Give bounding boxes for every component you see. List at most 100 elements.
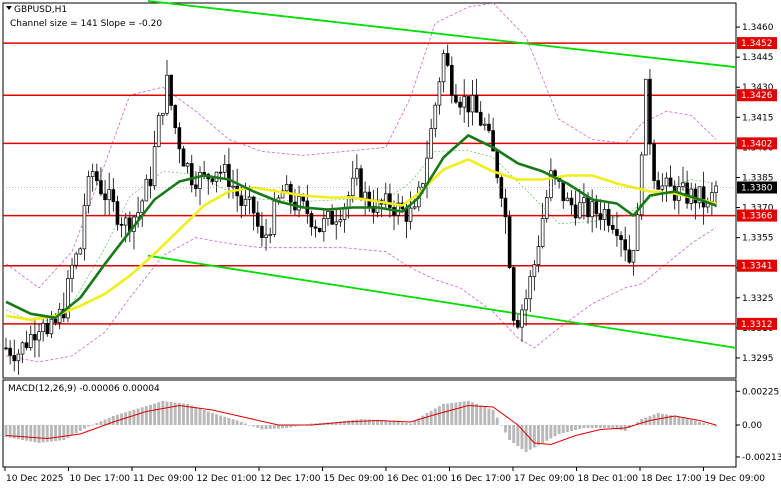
candle-body	[561, 180, 566, 202]
macd-bar	[582, 425, 586, 428]
candle	[450, 56, 454, 104]
candle-body	[74, 253, 78, 266]
candle	[41, 315, 45, 342]
macd-bar	[314, 423, 318, 425]
candle	[111, 178, 116, 212]
candle-body	[173, 105, 178, 128]
macd-bar	[186, 404, 190, 425]
candle	[239, 186, 244, 219]
candle-body	[169, 74, 173, 106]
y-tick-label: 1.3430	[742, 83, 774, 93]
support-resistance-levels	[3, 42, 736, 325]
candle	[70, 257, 74, 293]
candle	[309, 210, 314, 236]
candle-body	[334, 221, 339, 225]
macd-bar	[248, 425, 251, 426]
macd-bar	[21, 425, 24, 440]
candle-body	[20, 342, 25, 355]
macd-bar	[367, 419, 371, 425]
candle	[156, 112, 161, 148]
candle-body	[598, 213, 603, 220]
current-price-badge	[737, 181, 777, 194]
candle	[532, 260, 537, 291]
macd-bar	[140, 407, 144, 425]
macd-bar	[388, 421, 392, 425]
macd-bar	[334, 422, 338, 425]
candle-body	[103, 193, 107, 201]
candle-body	[24, 342, 29, 348]
macd-bar	[669, 415, 673, 425]
macd-bar	[243, 423, 247, 425]
macd-bar	[54, 425, 57, 441]
candle-body	[627, 249, 632, 263]
symbol-label: GBPUSD,H1	[14, 5, 67, 15]
macd-tick-label: -0.00213	[742, 453, 781, 463]
candle-body	[37, 331, 41, 341]
macd-bar	[619, 425, 623, 431]
candle	[313, 219, 318, 238]
macd-bar	[359, 419, 363, 425]
candle-body	[565, 197, 570, 202]
current-price-label: 1.3380	[741, 183, 773, 193]
candle	[483, 117, 487, 131]
macd-bar	[198, 408, 202, 425]
macd-bar	[611, 425, 615, 429]
macd-bar	[210, 413, 214, 425]
candle-body	[611, 225, 615, 230]
x-tick-label: 17 Dec 09:00	[514, 474, 575, 484]
candle	[20, 341, 25, 364]
candle-body	[586, 197, 590, 218]
candle	[611, 216, 615, 234]
x-tick-label: 18 Dec 01:00	[578, 474, 639, 484]
macd-bar	[504, 425, 507, 433]
macd-bar	[182, 403, 185, 425]
macd-bar	[239, 422, 243, 425]
macd-bar	[615, 425, 619, 430]
macd-bar	[677, 416, 681, 425]
candle-body	[53, 318, 58, 324]
candle	[103, 179, 107, 216]
candle	[648, 69, 652, 155]
candle	[491, 117, 495, 152]
x-tick-label: 12 Dec 01:00	[197, 474, 258, 484]
macd-bar	[425, 413, 429, 425]
macd-bar	[557, 425, 561, 434]
candle-body	[594, 201, 599, 214]
macd-bar	[384, 420, 388, 425]
candle-body	[119, 223, 124, 226]
dropdown-arrow-icon[interactable]	[6, 6, 12, 10]
candle	[350, 161, 355, 203]
candle-body	[701, 186, 706, 208]
candle	[516, 314, 520, 329]
macd-bar	[532, 425, 536, 448]
candle	[78, 247, 83, 255]
candle-body	[602, 209, 607, 220]
candle-body	[181, 148, 186, 167]
macd-bar	[25, 425, 29, 441]
candle-body	[606, 209, 611, 226]
macd-bar	[12, 425, 16, 439]
ma-slow-line	[5, 158, 717, 322]
candle-body	[4, 347, 8, 350]
macd-bar	[95, 423, 99, 425]
candle	[388, 183, 392, 218]
moving-averages	[3, 134, 736, 322]
candle	[520, 304, 524, 342]
macd-bar	[103, 419, 107, 425]
channel-lower-line	[147, 254, 737, 349]
candle-body	[66, 278, 70, 319]
macd-bar	[487, 408, 491, 425]
candle-body	[268, 234, 272, 236]
candle	[693, 183, 698, 220]
macd-bar	[714, 425, 718, 427]
candle-body	[317, 227, 322, 233]
x-tick-label: 10 Dec 2025	[6, 474, 64, 484]
macd-bar	[495, 417, 499, 425]
candle-body	[544, 197, 549, 219]
y-tick-label: 1.3355	[742, 234, 774, 244]
x-tick-label: 16 Dec 01:00	[387, 474, 448, 484]
candle	[165, 60, 169, 116]
candle-body	[408, 207, 413, 222]
macd-bar	[128, 411, 132, 425]
y-tick-label: 1.3295	[742, 354, 774, 364]
